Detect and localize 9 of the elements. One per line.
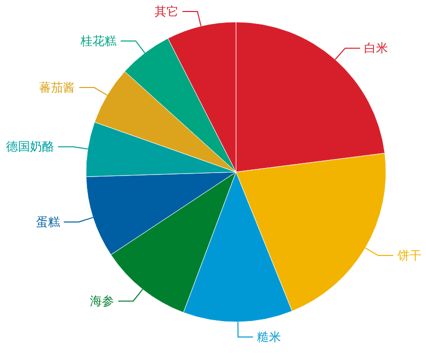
slice-label: 蛋糕 [36, 215, 60, 229]
slice-label: 饼干 [396, 248, 422, 263]
slice-label: 桂花糕 [80, 34, 117, 48]
slice-label: 其它 [154, 4, 178, 19]
slice-label: 白米 [364, 41, 388, 56]
slice-label: 海参 [90, 294, 114, 308]
slice-label: 糙米 [257, 330, 282, 344]
slice-label: 蕃茄酱 [39, 80, 76, 95]
slice-label: 德国奶酪 [6, 140, 54, 154]
